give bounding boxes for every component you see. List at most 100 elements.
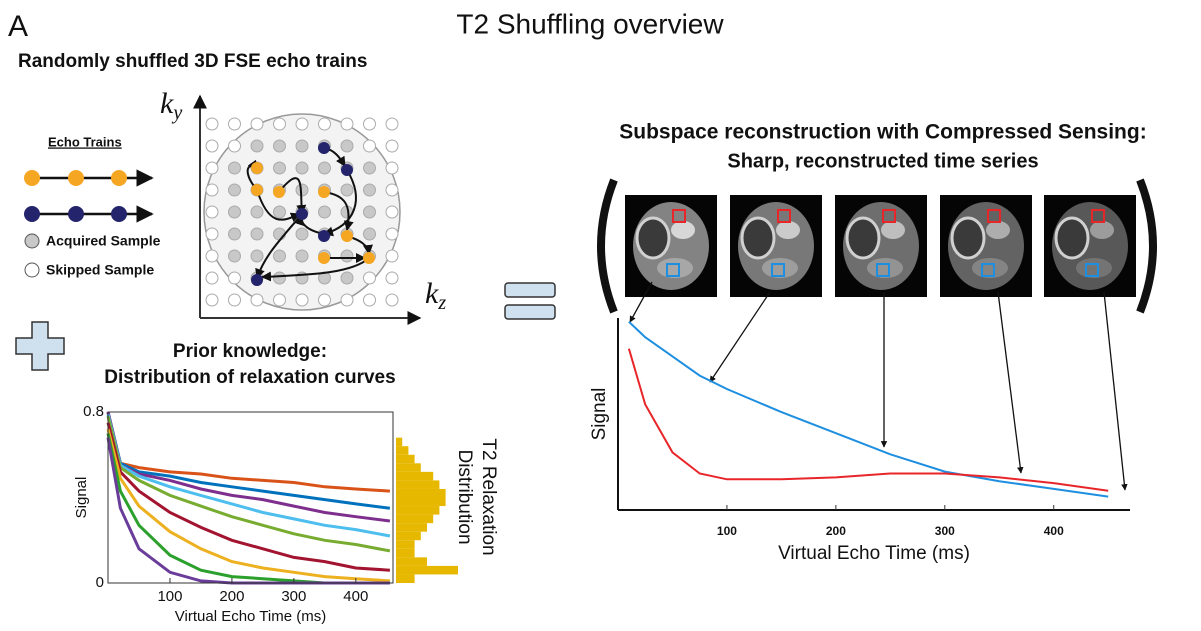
navy-dot (24, 206, 40, 222)
x-tick-label: 400 (1044, 524, 1064, 538)
histogram-bar (396, 566, 458, 575)
skipped-sample (386, 140, 398, 152)
navy-dot (68, 206, 84, 222)
x-tick-label: 400 (343, 588, 368, 605)
ky-sub: y (171, 102, 182, 124)
acquired-icon (25, 234, 39, 248)
navy-sample (296, 208, 308, 220)
x-tick-label: 200 (219, 588, 244, 605)
acquired-sample (296, 250, 308, 262)
skipped-sample (206, 272, 218, 284)
skipped-icon (25, 263, 39, 277)
kz-base: k (425, 277, 439, 310)
y-axis-label: Signal (589, 388, 610, 441)
skipped-sample (386, 162, 398, 174)
acquired-sample (364, 184, 376, 196)
skipped-sample (296, 294, 308, 306)
acquired-sample (274, 206, 286, 218)
skipped-sample (206, 250, 218, 262)
panel-label: A (8, 10, 28, 43)
x-tick-label: 100 (157, 588, 182, 605)
recon-heading: Subspace reconstruction with Compressed … (619, 121, 1146, 144)
histogram-bar (396, 549, 415, 558)
skipped-sample (319, 294, 331, 306)
acquired-sample (274, 162, 286, 174)
histogram-bar (396, 498, 446, 507)
prior-subheading: Distribution of relaxation curves (104, 367, 395, 388)
histogram-bar (396, 446, 408, 455)
histogram-bar (396, 557, 427, 566)
sampling-heading: Randomly shuffled 3D FSE echo trains (18, 51, 367, 72)
skipped-sample (229, 140, 241, 152)
bone (952, 218, 984, 258)
orange-dot (24, 170, 40, 186)
acquired-sample (229, 162, 241, 174)
acquired-sample (274, 250, 286, 262)
skipped-sample (229, 118, 241, 130)
skipped-sample (341, 294, 353, 306)
skipped-sample (386, 118, 398, 130)
acquired-sample (341, 184, 353, 196)
acquired-sample (251, 250, 263, 262)
skipped-sample (364, 140, 376, 152)
orange-sample (273, 186, 285, 198)
acquired-sample (229, 250, 241, 262)
tissue (881, 221, 905, 239)
acquired-sample (296, 228, 308, 240)
bone (742, 218, 774, 258)
navy-sample (341, 164, 353, 176)
page: { "panel_label": "A", "title": "T2 Shuff… (0, 0, 1201, 631)
x-tick-label: 100 (717, 524, 737, 538)
acquired-sample (341, 250, 353, 262)
skipped-sample (206, 228, 218, 240)
orange-dot (68, 170, 84, 186)
histogram-bar (396, 463, 421, 472)
orange-sample (341, 230, 353, 242)
skipped-sample (386, 184, 398, 196)
navy-sample (318, 230, 330, 242)
skipped-sample (206, 206, 218, 218)
acquired-sample (319, 162, 331, 174)
skipped-sample (386, 272, 398, 284)
x-tick-label: 300 (281, 588, 306, 605)
skipped-sample (229, 272, 241, 284)
acquired-sample (251, 228, 263, 240)
mri-image (1044, 195, 1136, 297)
histogram-bar (396, 515, 433, 524)
mri-image (940, 195, 1032, 297)
tissue (1090, 221, 1114, 239)
ky-base: k (160, 87, 174, 120)
navy-sample (251, 274, 263, 286)
x-tick-label: 300 (935, 524, 955, 538)
skipped-sample (364, 272, 376, 284)
skipped-sample (386, 206, 398, 218)
orange-sample (363, 252, 375, 264)
mri-image (625, 195, 717, 297)
histogram-bar (396, 506, 439, 515)
orange-sample (251, 184, 263, 196)
acquired-label: Acquired Sample (46, 233, 161, 249)
skipped-sample (364, 118, 376, 130)
skipped-sample (229, 294, 241, 306)
acquired-sample (229, 206, 241, 218)
acquired-sample (364, 162, 376, 174)
acquired-sample (364, 228, 376, 240)
bone (1056, 218, 1088, 258)
equals-bar (505, 305, 555, 319)
skipped-label: Skipped Sample (46, 262, 154, 278)
acquired-sample (251, 206, 263, 218)
acquired-sample (319, 206, 331, 218)
histogram-bar (396, 438, 402, 447)
skipped-sample (319, 118, 331, 130)
orange-sample (318, 252, 330, 264)
x-tick-label: 200 (826, 524, 846, 538)
acquired-sample (341, 272, 353, 284)
skipped-sample (251, 118, 263, 130)
histogram-label: Distribution (454, 449, 475, 544)
skipped-sample (296, 118, 308, 130)
image-series (625, 195, 1136, 297)
orange-sample (318, 186, 330, 198)
skipped-sample (341, 118, 353, 130)
skipped-sample (206, 118, 218, 130)
skipped-sample (274, 294, 286, 306)
